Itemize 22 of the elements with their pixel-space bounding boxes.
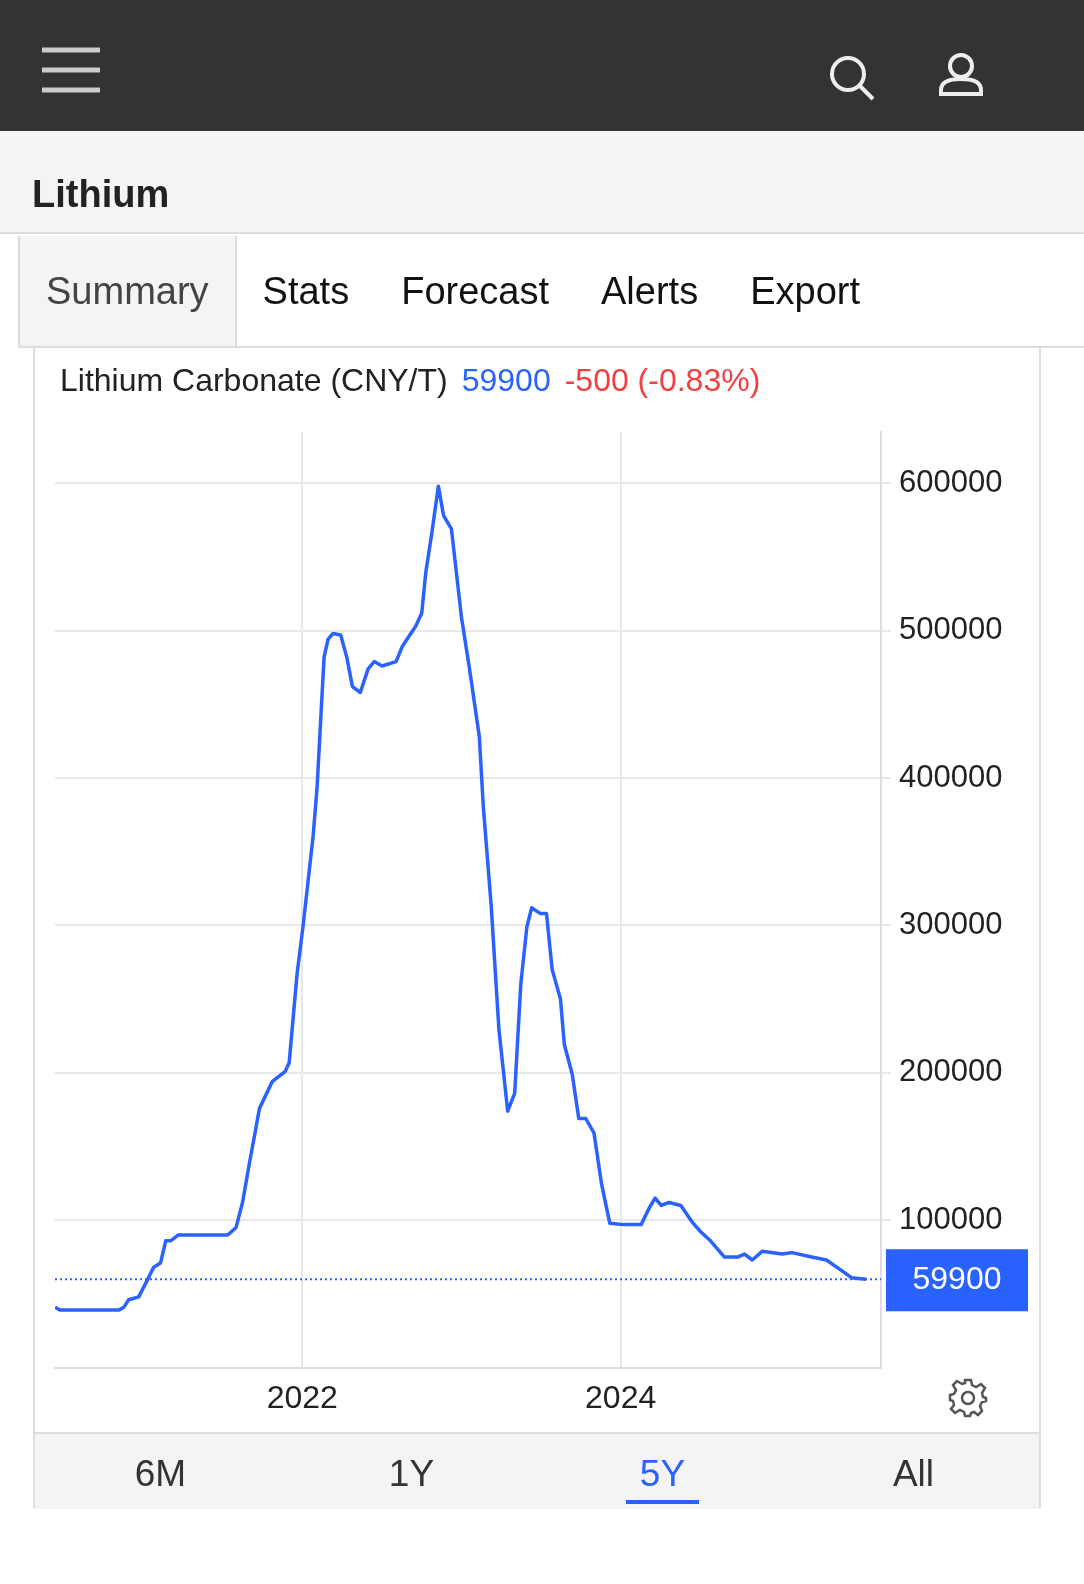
- text: All: [892, 1453, 935, 1494]
- ref-line-label: 59900: [912, 1260, 1002, 1297]
- text: Forecast: [400, 269, 550, 314]
- y-tick-label: 500000: [899, 611, 1003, 647]
- text: 5Y: [625, 1453, 700, 1504]
- chart-title: Lithium: [32, 173, 170, 216]
- y-tick-label: 600000: [899, 463, 1003, 499]
- text: Stats: [261, 269, 351, 314]
- x-tick-label: 2024: [585, 1378, 657, 1415]
- y-tick-label: 100000: [899, 1200, 1003, 1236]
- y-tick-label: 300000: [899, 905, 1003, 941]
- text: -500 (-0.83%): [564, 362, 761, 398]
- text: 1Y: [388, 1453, 435, 1494]
- y-tick-label: 200000: [899, 1053, 1003, 1089]
- chart-subtitle: Lithium Carbonate (CNY/T): [60, 362, 448, 398]
- text: Alerts: [600, 269, 700, 314]
- y-tick-label: 400000: [899, 758, 1003, 794]
- text: Summary: [18, 236, 237, 346]
- text: 6M: [134, 1453, 187, 1494]
- x-tick-label: 2022: [266, 1378, 338, 1415]
- text: Export: [749, 269, 861, 314]
- text: 59900: [461, 362, 551, 398]
